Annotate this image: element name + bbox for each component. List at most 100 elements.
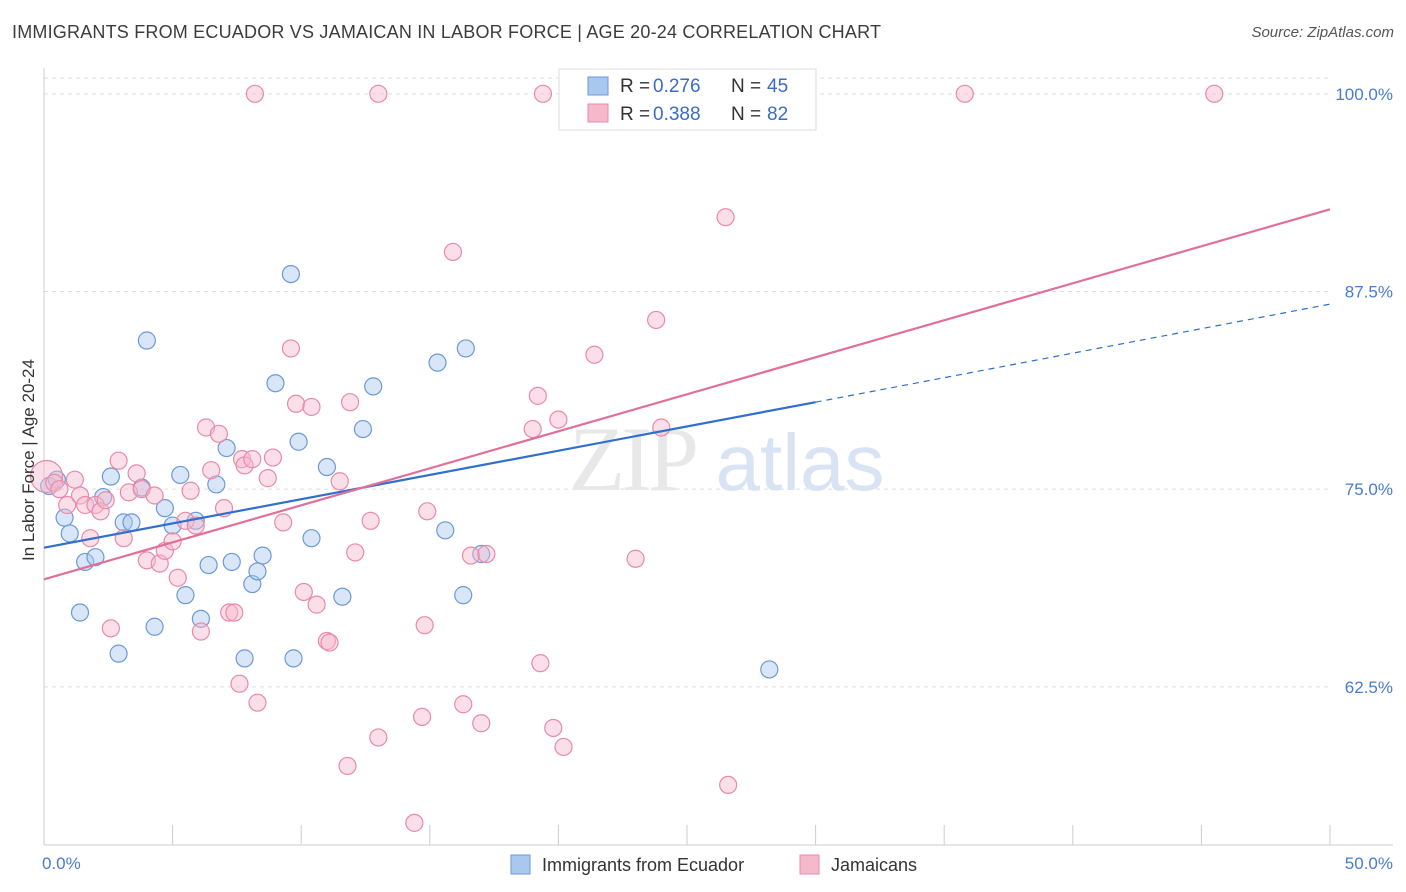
jamaican-point — [245, 84, 265, 103]
legend-r-label: R = — [620, 104, 650, 125]
jamaican-point — [96, 491, 115, 510]
bottom-legend-label-jamaican: Jamaicans — [831, 855, 917, 875]
jamaican-point — [168, 568, 187, 587]
y-tick-label: 62.5% — [1345, 678, 1393, 697]
jamaican-point — [443, 242, 463, 262]
jamaican-point — [109, 451, 128, 470]
jamaican-point — [209, 424, 228, 443]
jamaican-point — [320, 633, 339, 652]
jamaican-point — [533, 84, 553, 103]
series-jamaican-points — [29, 84, 1224, 832]
jamaican-point — [145, 486, 164, 505]
jamaican-point — [274, 513, 293, 532]
ecuador-point — [155, 499, 174, 518]
y-tick-label: 75.0% — [1345, 480, 1393, 499]
ecuador-point — [317, 457, 337, 477]
jamaican-point — [418, 502, 437, 521]
jamaican-point — [243, 450, 262, 469]
jamaican-point — [477, 544, 496, 564]
ecuador-point — [207, 475, 226, 494]
legend-n-label: N = — [731, 76, 761, 97]
jamaican-point — [225, 603, 244, 622]
jamaican-point — [286, 394, 306, 413]
jamaican-point — [220, 603, 239, 622]
jamaican-point — [412, 707, 432, 727]
jamaican-point — [29, 459, 64, 494]
ecuador-trendline-extension — [815, 303, 1331, 403]
ecuador-point — [145, 617, 164, 636]
legend-r-value: 0.388 — [653, 104, 701, 125]
jamaican-point — [1205, 84, 1224, 103]
chart-title: IMMIGRANTS FROM ECUADOR VS JAMAICAN IN L… — [12, 22, 882, 42]
jamaican-point — [626, 549, 645, 568]
jamaican-point — [549, 410, 568, 429]
ecuador-point — [284, 649, 303, 668]
legend-n-label: N = — [731, 104, 761, 125]
jamaican-point — [76, 495, 95, 515]
legend-box: R = 0.276 N = 45 R = 0.388 N = 82 — [558, 68, 817, 131]
ecuador-point — [122, 513, 141, 532]
legend-n-value: 82 — [767, 104, 788, 125]
jamaican-point — [263, 448, 283, 467]
jamaican-point — [101, 619, 120, 638]
watermark-zip: ZIP — [569, 408, 696, 510]
ecuador-point — [760, 660, 779, 679]
watermark-atlas: atlas — [716, 418, 885, 507]
axes — [43, 68, 1393, 846]
ecuador-point — [86, 548, 105, 567]
jamaican-point — [955, 84, 974, 103]
jamaican-point — [531, 654, 550, 673]
ecuador-point — [456, 339, 475, 358]
tick-labels: 62.5% 75.0% 87.5% 100.0% 0.0% 50.0% — [42, 85, 1393, 873]
jamaican-point — [647, 310, 666, 330]
ecuador-point — [199, 555, 218, 575]
jamaican-point — [281, 339, 301, 358]
ecuador-point — [114, 513, 133, 532]
ecuador-point — [137, 331, 156, 350]
jamaican-point — [330, 472, 349, 491]
watermark: ZIP atlas — [569, 408, 884, 510]
jamaican-point — [191, 622, 210, 641]
ecuador-point — [253, 546, 272, 565]
jamaican-point — [230, 674, 249, 693]
jamaican-point — [186, 516, 205, 535]
jamaican-point — [340, 393, 360, 412]
ecuador-point — [302, 529, 321, 548]
ecuador-point — [281, 264, 301, 284]
series-ecuador-points — [40, 84, 779, 679]
jamaican-point — [58, 495, 77, 515]
jamaican-point — [523, 419, 542, 439]
ecuador-point — [60, 524, 79, 543]
jamaican-point — [91, 502, 110, 521]
legend-n-value: 45 — [767, 76, 788, 97]
ecuador-point — [266, 374, 285, 393]
source-credit: Source: ZipAtlas.com — [1251, 24, 1394, 41]
ecuador-point — [101, 467, 120, 486]
legend-swatch-ecuador — [587, 76, 609, 96]
jamaican-point — [369, 728, 388, 747]
jamaican-point — [472, 714, 491, 733]
ecuador-point — [109, 644, 128, 663]
jamaican-point — [181, 481, 200, 500]
legend-r-value: 0.276 — [653, 76, 701, 97]
jamaican-point — [294, 582, 313, 602]
ecuador-point — [454, 586, 473, 605]
ecuador-point — [436, 521, 455, 540]
trend-lines — [43, 208, 1331, 581]
ecuador-point — [176, 586, 195, 605]
jamaican-point — [50, 480, 69, 499]
bottom-legend-label-ecuador: Immigrants from Ecuador — [542, 855, 744, 875]
ecuador-point — [428, 353, 447, 372]
ecuador-point — [248, 562, 267, 581]
jamaican-point — [415, 616, 434, 635]
jamaican-point — [544, 718, 563, 738]
ecuador-point — [235, 649, 254, 668]
grid-lines — [44, 77, 1330, 688]
jamaican-point — [361, 511, 380, 530]
bottom-legend-swatch-ecuador — [510, 854, 531, 875]
ecuador-point — [191, 609, 210, 628]
jamaican-point — [716, 208, 735, 227]
ecuador-point — [353, 419, 373, 439]
jamaican-trendline — [43, 208, 1331, 581]
